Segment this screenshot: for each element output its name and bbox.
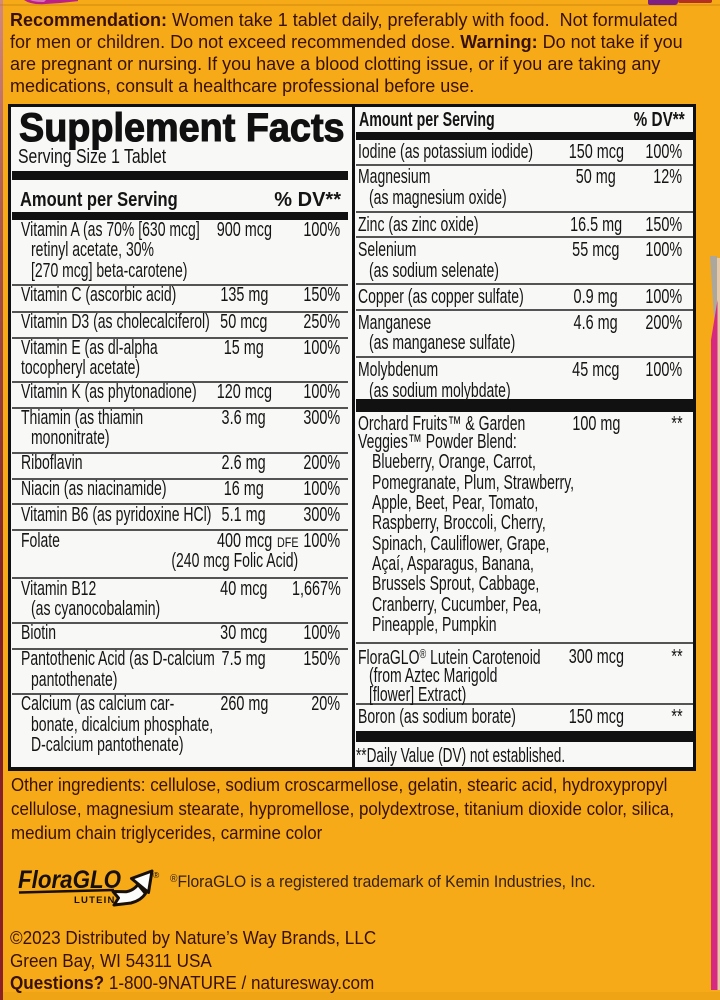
svg-text:®: ® (153, 870, 160, 880)
svg-text:LUTEIN: LUTEIN (74, 895, 116, 906)
